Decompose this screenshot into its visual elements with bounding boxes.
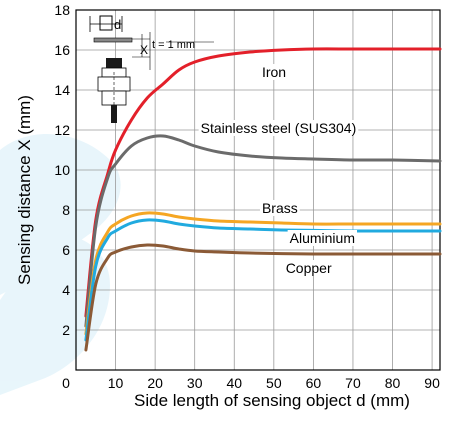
x-axis-ticks: 0 10 20 30 40 50 60 70 80 90 [62,375,440,391]
y-tick-label: 12 [54,122,70,138]
series-label: Aluminium [290,230,355,246]
series-label-bg [198,120,359,136]
diagram-d-label: d [114,17,121,32]
x-axis-label: Side length of sensing object d (mm) [134,391,410,410]
x-tick-label: 80 [385,375,401,391]
series-labels: Iron Stainless steel (SUS304) Brass Alumini… [198,64,359,276]
x-tick-label: 90 [424,375,440,391]
series-line-brass [84,211,442,336]
series-label: Stainless steel (SUS304) [201,120,357,136]
target-plate [93,37,133,43]
series-label: Brass [262,200,298,216]
x-tick-label: 50 [266,375,282,391]
series-label-bg [287,230,358,246]
object-square-icon [99,15,113,31]
sensor-diagram: d X t = 1 mm [89,15,214,123]
x-tick-label: 20 [147,375,163,391]
x-tick-label: 70 [345,375,361,391]
x-tick-label: 40 [226,375,242,391]
series-line-iron [84,47,442,318]
y-tick-label: 18 [54,2,70,18]
y-tick-label: 16 [54,42,70,58]
y-tick-label: 4 [62,282,70,298]
series-line-aluminium [84,218,442,342]
series-label-bg [259,64,289,80]
series-label-bg [259,200,300,216]
y-tick-label: 2 [62,322,70,338]
thickness-label: t = 1 mm [152,39,195,51]
grid-lines [76,10,440,370]
series-label: Iron [262,64,286,80]
y-axis-label: Sensing distance X (mm) [15,95,34,285]
series-label: Copper [286,260,332,276]
sensor-head-icon [106,58,122,68]
y-tick-label: 14 [54,82,70,98]
plot-frame [75,9,441,371]
x-tick-label: 60 [306,375,322,391]
diagram-x-label: X [140,43,148,57]
x-tick-label: 10 [108,375,124,391]
x-tick-label: 0 [62,375,70,391]
y-tick-label: 10 [54,162,70,178]
y-axis-ticks: 2 4 6 8 10 12 14 16 18 [54,2,70,338]
y-tick-label: 8 [62,202,70,218]
sensor-cable-icon [111,105,117,123]
series-label-bg [283,260,334,276]
series-line-stainless-steel-sus304 [84,134,442,328]
y-tick-label: 6 [62,242,70,258]
x-tick-label: 30 [187,375,203,391]
series-line-copper [84,243,442,352]
background-watermark [0,133,121,395]
